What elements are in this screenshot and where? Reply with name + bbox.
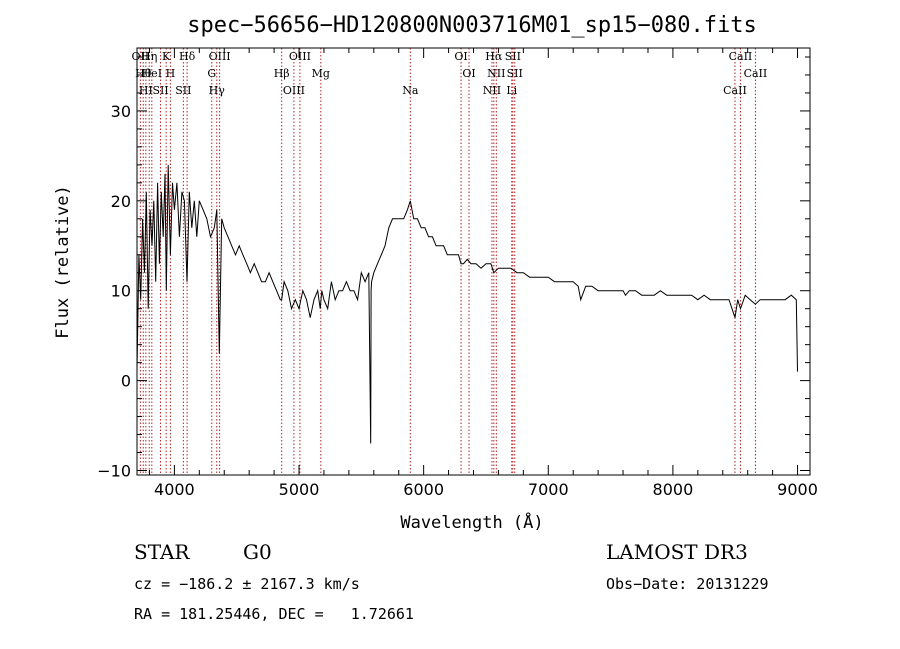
line-marker-label: HI: [139, 84, 153, 97]
redshift-text: cz = −186.2 ± 2167.3 km/s: [134, 575, 360, 593]
x-tick-label: 5000: [279, 480, 320, 499]
line-marker-label: OI: [462, 67, 475, 80]
x-tick-label: 6000: [403, 480, 444, 499]
line-marker-label: OI: [454, 50, 467, 63]
line-marker-label: Hα: [485, 50, 503, 63]
x-axis-label: Wavelength (Å): [400, 511, 543, 533]
line-marker-label: SII: [175, 84, 191, 97]
coordinates-text: RA = 181.25446, DEC = 1.72661: [134, 605, 414, 623]
line-markers: [139, 48, 756, 475]
line-marker-label: HeI: [142, 67, 162, 80]
object-subclass: G0: [243, 540, 272, 564]
y-tick-label: 10: [111, 282, 131, 301]
chart-title: spec−56656−HD120800N003716M01_sp15−080.f…: [187, 13, 757, 38]
line-marker-label: Hη: [141, 50, 157, 63]
line-marker-label: OIII: [209, 50, 231, 63]
line-marker-label: Hγ: [209, 84, 226, 97]
line-marker-label: Mg: [312, 67, 330, 80]
x-tick-label: 8000: [653, 480, 694, 499]
line-marker-label: Na: [402, 84, 419, 97]
line-marker-label: H: [166, 67, 176, 80]
line-marker-label: CaII: [729, 50, 753, 63]
x-tick-label: 4000: [154, 480, 195, 499]
spectrum-line: [137, 164, 798, 444]
y-tick-label: −10: [97, 462, 131, 481]
x-tick-label: 7000: [528, 480, 569, 499]
x-axis-ticks: 4000 5000 6000 7000 8000 9000: [148, 48, 818, 499]
y-tick-label: 30: [111, 102, 131, 121]
plot-frame: [136, 47, 811, 476]
line-marker-label: CaII: [723, 84, 747, 97]
line-marker-labels: OIIHθHIHηHeISIIKHSIIHδGHγOIIIHβOIIIOIIIM…: [132, 50, 768, 97]
line-marker-label: OIII: [283, 84, 305, 97]
line-marker-label: CaII: [744, 67, 768, 80]
obs-date-text: Obs−Date: 20131229: [606, 575, 769, 593]
x-tick-label: 9000: [777, 480, 818, 499]
line-marker-label: Hδ: [179, 50, 196, 63]
line-marker-label: SII: [152, 84, 168, 97]
y-axis-label: Flux (relative): [53, 185, 73, 339]
y-tick-label: 20: [111, 192, 131, 211]
line-marker-label: OIII: [289, 50, 311, 63]
y-axis-ticks: −10 0 10 20 30: [97, 56, 810, 481]
line-marker-label: NII: [483, 84, 501, 97]
line-marker-label: G: [207, 67, 216, 80]
y-tick-label: 0: [121, 372, 131, 391]
line-marker-label: SII: [505, 50, 521, 63]
line-marker-label: Hθ: [135, 67, 152, 80]
survey-name: LAMOST DR3: [606, 540, 748, 564]
line-marker-label: Li: [506, 84, 517, 97]
line-marker-label: NII: [487, 67, 505, 80]
object-class: STAR: [134, 540, 190, 564]
line-marker-label: K: [162, 50, 171, 63]
line-marker-label: Hβ: [274, 67, 290, 80]
line-marker-label: SII: [507, 67, 523, 80]
